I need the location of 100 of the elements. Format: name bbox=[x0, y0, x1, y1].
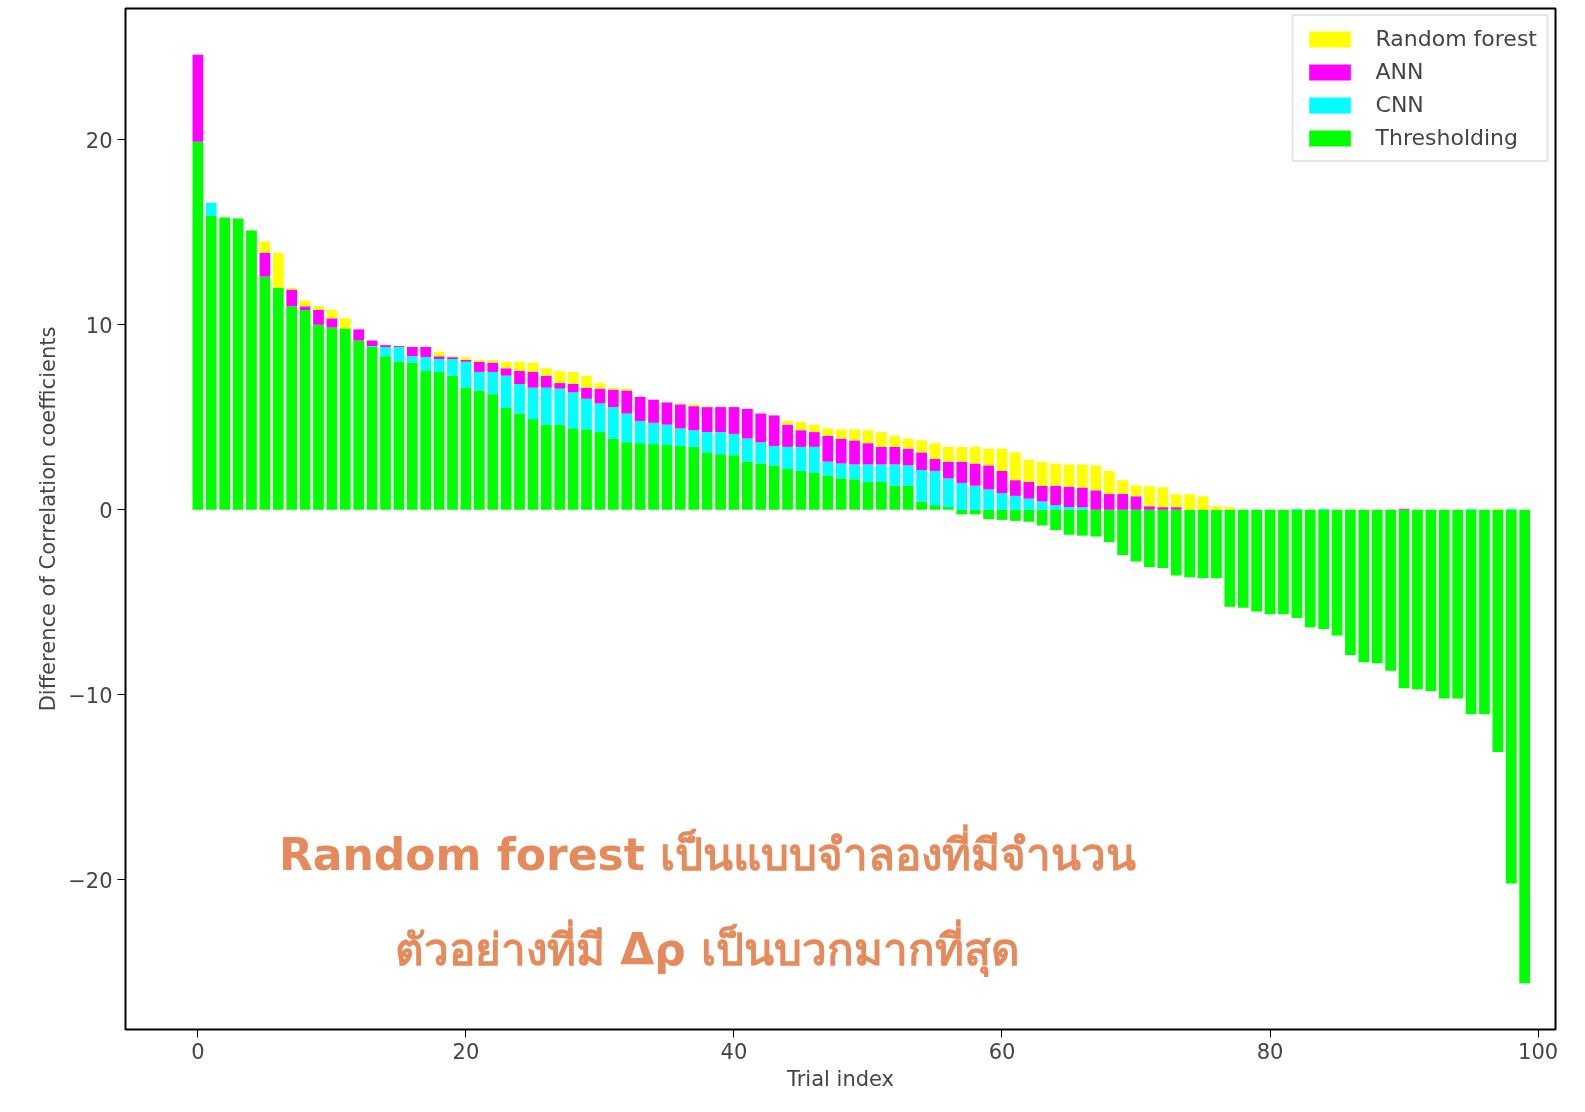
bar bbox=[500, 368, 512, 376]
bar bbox=[594, 432, 606, 510]
bar bbox=[755, 413, 767, 443]
bar bbox=[822, 461, 834, 476]
legend-label: Random forest bbox=[1375, 26, 1537, 51]
bar bbox=[1425, 509, 1437, 692]
bar bbox=[795, 421, 807, 431]
bar bbox=[902, 438, 914, 449]
bar bbox=[862, 464, 874, 483]
bar bbox=[902, 485, 914, 510]
bar bbox=[688, 446, 700, 510]
bar bbox=[1090, 509, 1102, 537]
bar bbox=[1385, 509, 1397, 671]
bar bbox=[835, 438, 847, 464]
bar bbox=[1157, 507, 1169, 510]
bar bbox=[514, 371, 525, 384]
bar bbox=[205, 215, 217, 510]
bar bbox=[983, 489, 994, 510]
bar bbox=[1010, 495, 1021, 510]
bar bbox=[393, 346, 405, 362]
bar bbox=[433, 371, 445, 510]
bar bbox=[849, 479, 860, 510]
bar bbox=[621, 413, 633, 443]
bar bbox=[768, 445, 780, 466]
bar bbox=[313, 309, 324, 325]
bar bbox=[983, 448, 994, 466]
bar bbox=[487, 359, 499, 363]
bar bbox=[433, 359, 445, 372]
bar bbox=[514, 413, 525, 510]
bar bbox=[1023, 459, 1035, 483]
bar bbox=[286, 289, 298, 307]
bar bbox=[353, 329, 365, 341]
bar bbox=[554, 424, 566, 510]
y-tick-label: 10 bbox=[85, 313, 113, 338]
bar bbox=[1398, 509, 1410, 689]
bar bbox=[849, 464, 860, 480]
bar bbox=[1090, 490, 1102, 510]
bar bbox=[1103, 494, 1115, 510]
bar bbox=[634, 420, 646, 444]
bar bbox=[902, 448, 914, 466]
x-tick-label: 20 bbox=[452, 1039, 480, 1064]
bar bbox=[473, 361, 485, 372]
bar bbox=[420, 371, 432, 510]
bar bbox=[862, 430, 874, 444]
y-tick-label: 20 bbox=[85, 128, 113, 153]
bar bbox=[1090, 465, 1102, 491]
bar bbox=[634, 396, 646, 421]
bar bbox=[1331, 509, 1343, 636]
x-tick-label: 60 bbox=[988, 1039, 1016, 1064]
bar bbox=[594, 383, 606, 389]
bar bbox=[433, 356, 445, 360]
bar bbox=[1063, 506, 1075, 510]
bar bbox=[849, 440, 860, 465]
bar bbox=[929, 470, 941, 506]
bar bbox=[1492, 509, 1504, 753]
bar bbox=[1103, 509, 1115, 543]
bar bbox=[1318, 509, 1330, 630]
bar bbox=[741, 438, 753, 462]
bar bbox=[272, 287, 284, 510]
bar bbox=[768, 465, 780, 510]
bar bbox=[594, 403, 606, 433]
bar bbox=[648, 422, 659, 445]
bar bbox=[688, 430, 700, 447]
bar bbox=[393, 361, 405, 510]
bar bbox=[607, 438, 619, 510]
bar bbox=[1519, 509, 1531, 984]
bar bbox=[1077, 464, 1088, 488]
bar bbox=[487, 362, 499, 372]
bar bbox=[473, 371, 485, 391]
bar bbox=[969, 463, 981, 486]
bar bbox=[996, 448, 1008, 471]
bar bbox=[876, 446, 887, 465]
bar bbox=[339, 328, 351, 510]
bar bbox=[487, 371, 499, 395]
bar bbox=[1157, 487, 1169, 508]
bar bbox=[366, 346, 378, 510]
bar bbox=[460, 387, 472, 510]
bar bbox=[634, 443, 646, 510]
bar bbox=[661, 424, 673, 446]
bar bbox=[313, 324, 324, 510]
bar bbox=[581, 398, 592, 430]
bar bbox=[299, 309, 311, 510]
bar bbox=[607, 407, 619, 439]
bar bbox=[219, 217, 231, 510]
bar bbox=[996, 493, 1008, 510]
bar bbox=[1130, 496, 1142, 510]
bar bbox=[1063, 464, 1075, 487]
bar bbox=[527, 387, 539, 420]
bar bbox=[929, 505, 941, 510]
bar bbox=[259, 252, 271, 277]
bar bbox=[822, 428, 834, 436]
bar bbox=[741, 461, 753, 510]
bar bbox=[1130, 485, 1142, 497]
bar bbox=[902, 465, 914, 486]
bar bbox=[1291, 509, 1303, 618]
bar bbox=[822, 435, 834, 462]
bar bbox=[876, 482, 887, 510]
bar bbox=[581, 375, 592, 388]
bar bbox=[1117, 480, 1128, 495]
bar bbox=[1077, 487, 1088, 508]
